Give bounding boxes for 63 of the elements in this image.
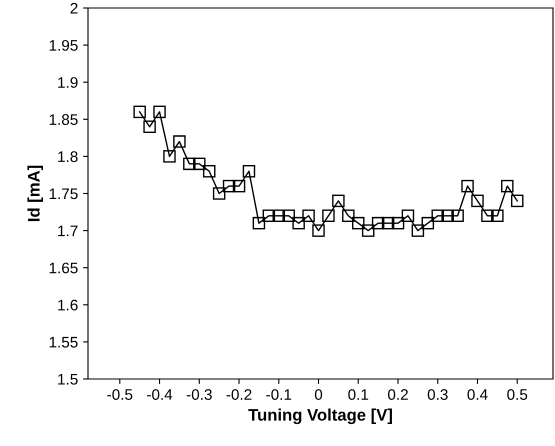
point	[252, 216, 266, 230]
point	[232, 180, 246, 192]
x-tick-label: -0.1	[266, 389, 292, 400]
point	[302, 210, 315, 222]
point	[362, 224, 374, 237]
point	[431, 210, 444, 222]
point	[332, 194, 345, 208]
point	[163, 150, 176, 163]
x-tick-label: 0.3	[428, 389, 448, 400]
point	[153, 106, 166, 118]
point	[352, 216, 365, 230]
point	[183, 158, 196, 170]
point	[202, 164, 216, 178]
point	[133, 106, 146, 118]
y-tick-label: 2	[70, 2, 78, 14]
point	[222, 180, 236, 192]
point	[143, 120, 156, 133]
y-tick-label: 1.9	[58, 77, 78, 88]
x-tick-label: 0	[314, 389, 322, 400]
x-tick-label: -0.2	[226, 389, 252, 400]
point	[382, 216, 394, 230]
x-axis-title: Tuning Voltage [V]	[248, 408, 392, 424]
y-tick-label: 1.8	[58, 151, 78, 162]
y-tick-label: 1.55	[50, 336, 78, 348]
point	[173, 135, 186, 148]
point	[262, 210, 276, 222]
y-tick-label: 1.85	[50, 114, 78, 125]
point	[242, 164, 256, 178]
point	[292, 216, 305, 230]
x-tick-label: 0.1	[348, 389, 368, 400]
point	[322, 210, 335, 222]
x-tick-label: -0.4	[147, 389, 172, 400]
y-tick-label: 1.75	[50, 188, 78, 200]
point	[510, 194, 524, 208]
point	[461, 180, 474, 192]
point	[342, 210, 355, 222]
point	[312, 224, 325, 237]
point	[471, 194, 484, 208]
point	[481, 210, 494, 222]
point	[441, 210, 454, 222]
y-tick-label: 1.95	[50, 40, 78, 51]
x-tick-label: 0.4	[467, 389, 488, 400]
point	[451, 210, 464, 222]
y-tick-label: 1.65	[50, 262, 78, 274]
y-axis-title: Id [mA]	[27, 166, 43, 222]
x-tick-label: -0.3	[186, 389, 212, 400]
point	[402, 210, 414, 222]
point	[501, 180, 514, 192]
point	[392, 216, 404, 230]
x-tick-label: -0.5	[107, 389, 132, 400]
point	[372, 216, 384, 230]
y-tick-label: 1.6	[58, 300, 78, 310]
point	[193, 158, 206, 170]
point	[212, 187, 226, 200]
y-tick-label: 1.7	[58, 226, 78, 236]
point	[412, 224, 424, 237]
point	[282, 210, 295, 222]
y-tick-label: 1.5	[58, 374, 78, 385]
x-tick-label: 0.2	[388, 389, 408, 400]
x-tick-label: 0.5	[507, 389, 528, 400]
point	[272, 210, 286, 222]
point	[422, 216, 434, 230]
point	[491, 210, 504, 222]
